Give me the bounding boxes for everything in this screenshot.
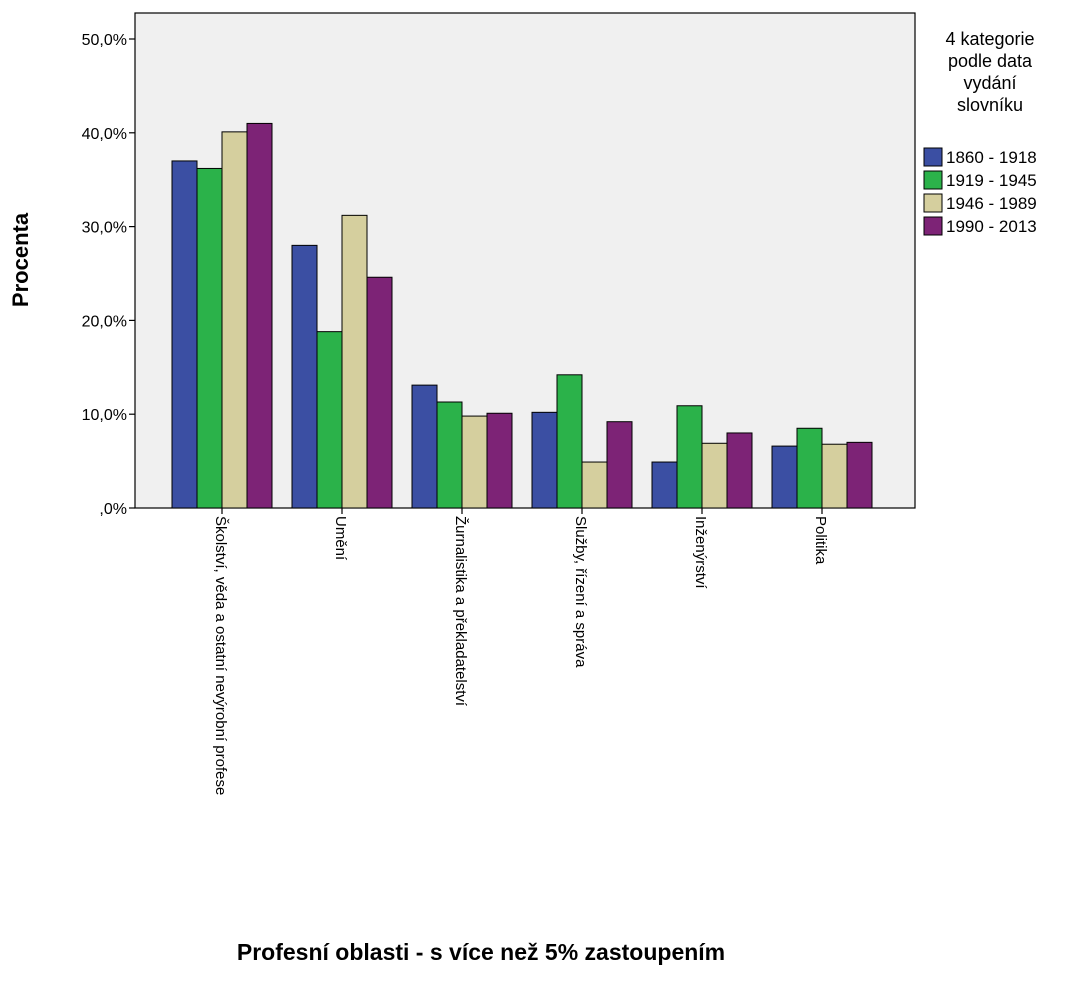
x-tick-label: Žurnalistika a překladatelství xyxy=(452,516,469,707)
y-tick-label: ,0% xyxy=(99,501,127,518)
legend-swatch xyxy=(923,193,943,213)
y-tick-label: 10,0% xyxy=(82,407,127,424)
y-tick-label: 50,0% xyxy=(82,32,127,49)
x-axis-title: Profesní oblasti - s více než 5% zastoup… xyxy=(237,939,725,965)
legend-label: 1946 - 1989 xyxy=(946,194,1037,213)
y-tick-label: 30,0% xyxy=(82,220,127,237)
legend-title: podle data xyxy=(948,51,1033,71)
y-tick-label: 40,0% xyxy=(82,126,127,143)
legend-swatch xyxy=(923,170,943,190)
bar-1860-1918 xyxy=(291,244,318,509)
legend-title: vydání xyxy=(963,73,1016,93)
bar-1860-1918 xyxy=(171,160,198,509)
x-axis: Školství, věda a ostatní nevýrobní profe… xyxy=(212,508,829,795)
legend-label: 1860 - 1918 xyxy=(946,148,1037,167)
bar-1946-1989 xyxy=(581,461,608,509)
bar-1860-1918 xyxy=(771,445,798,509)
bar-1990-2013 xyxy=(846,441,873,509)
legend-title: 4 kategorie xyxy=(945,29,1034,49)
bar-1990-2013 xyxy=(246,122,273,509)
bar-1860-1918 xyxy=(651,461,678,509)
bar-1919-1945 xyxy=(556,374,583,509)
x-tick-label: Školství, věda a ostatní nevýrobní profe… xyxy=(212,516,229,795)
bar-1990-2013 xyxy=(486,412,513,509)
bar-1919-1945 xyxy=(436,401,463,509)
x-tick-label: Umění xyxy=(332,516,349,561)
bar-1919-1945 xyxy=(316,331,343,509)
legend-label: 1919 - 1945 xyxy=(946,171,1037,190)
y-axis: ,0% 10,0% 20,0% 30,0% 40,0% 50,0% xyxy=(82,32,135,518)
x-tick-label: Inženýrství xyxy=(692,516,709,589)
legend-swatch xyxy=(923,216,943,236)
bar-1946-1989 xyxy=(701,442,728,509)
bar-1946-1989 xyxy=(221,131,248,509)
y-tick-label: 20,0% xyxy=(82,313,127,330)
bar-1946-1989 xyxy=(461,415,488,509)
bar-1860-1918 xyxy=(411,384,438,509)
bar-1946-1989 xyxy=(341,214,368,509)
bar-1946-1989 xyxy=(821,443,848,509)
legend-swatch xyxy=(923,147,943,167)
bar-1919-1945 xyxy=(196,167,223,509)
bar-1990-2013 xyxy=(606,421,633,509)
legend-label: 1990 - 2013 xyxy=(946,217,1037,236)
bar-1990-2013 xyxy=(366,276,393,509)
bar-1919-1945 xyxy=(676,405,703,509)
bars xyxy=(171,122,873,509)
x-tick-label: Služby, řízení a správa xyxy=(572,516,589,668)
legend-title: slovníku xyxy=(957,95,1023,115)
x-tick-label: Politika xyxy=(812,516,829,565)
bar-1990-2013 xyxy=(726,432,753,509)
bar-1860-1918 xyxy=(531,411,558,509)
bar-1919-1945 xyxy=(796,427,823,509)
y-axis-title: Procenta xyxy=(8,212,33,307)
